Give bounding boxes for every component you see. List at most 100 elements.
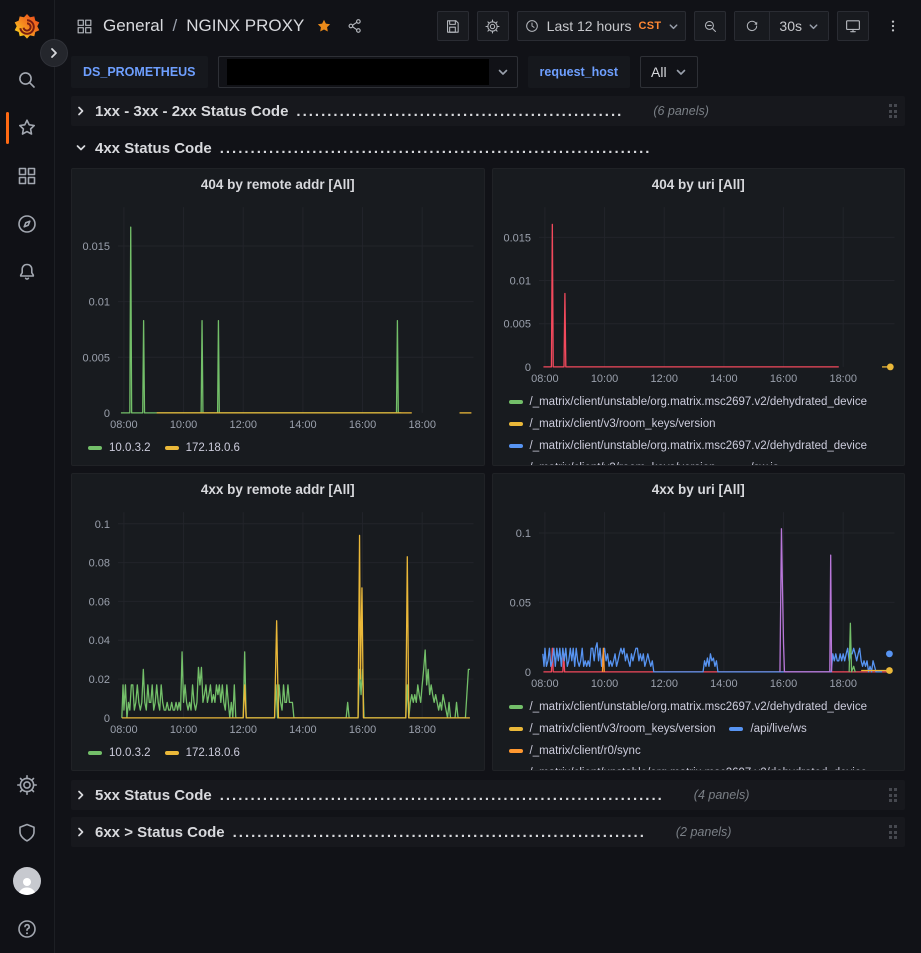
svg-text:12:00: 12:00: [230, 419, 257, 431]
row-header-6xx[interactable]: 6xx > Status Code ......................…: [71, 817, 905, 847]
gear-icon: [485, 18, 500, 34]
svg-text:12:00: 12:00: [650, 678, 677, 690]
variable-label-ds-prometheus[interactable]: DS_PROMETHEUS: [71, 56, 208, 88]
clock-icon: [525, 20, 538, 32]
chevron-down-icon: [76, 145, 86, 151]
svg-text:0: 0: [104, 713, 110, 725]
variable-label-request-host[interactable]: request_host: [527, 56, 631, 88]
dashboard-settings-button[interactable]: [476, 11, 509, 41]
gear-icon: [16, 774, 38, 796]
svg-text:18:00: 18:00: [829, 373, 856, 385]
request-host-value: All: [651, 64, 667, 80]
sidebar-item-starred[interactable]: [0, 112, 55, 144]
panel-title[interactable]: 404 by remote addr [All]: [200, 176, 355, 192]
time-range-picker[interactable]: Last 12 hours CST: [516, 11, 687, 41]
timeseries-chart[interactable]: 08:00 10:00 12:00 14:00 16:00 18:00 0 0.02 0.04 0…: [72, 504, 484, 740]
row-title: 6xx > Status Code: [95, 823, 225, 841]
chevron-down-icon: [669, 23, 678, 29]
legend-item[interactable]: /_matrix/client/unstable/org.matrix.msc2…: [509, 762, 868, 770]
row-panel-count: (6 panels): [653, 104, 709, 118]
svg-text:0.02: 0.02: [89, 674, 110, 686]
breadcrumb-dashboard-title[interactable]: NGINX PROXY: [186, 16, 305, 35]
star-icon: [19, 119, 35, 135]
svg-text:10:00: 10:00: [170, 419, 197, 431]
legend-item[interactable]: 172.18.0.6: [164, 742, 240, 764]
more-options-button[interactable]: [877, 11, 909, 41]
panel-title[interactable]: 4xx by remote addr [All]: [200, 481, 355, 497]
legend-item[interactable]: 10.0.3.2: [88, 742, 151, 764]
svg-text:10:00: 10:00: [590, 678, 617, 690]
row-leader-dots: ........................................…: [232, 823, 646, 841]
refresh-interval-dropdown[interactable]: 30s: [769, 12, 828, 40]
refresh-button[interactable]: [735, 12, 770, 40]
svg-text:0: 0: [104, 408, 110, 420]
refresh-icon: [747, 20, 758, 32]
svg-text:0.01: 0.01: [89, 297, 110, 309]
save-dashboard-button[interactable]: [436, 11, 469, 41]
top-navbar: General / NGINX PROXY Last 12 hours CST: [55, 0, 921, 52]
sidebar-item-search[interactable]: [0, 66, 55, 94]
timeseries-chart[interactable]: 08:00 10:00 12:00 14:00 16:00 18:00 0 0.005 0.01…: [493, 199, 905, 389]
svg-text:0.015: 0.015: [83, 241, 110, 253]
legend-item[interactable]: /_matrix/client/v3/room_keys/version: [508, 718, 715, 740]
panel-title[interactable]: 404 by uri [All]: [651, 176, 745, 192]
row-drag-handle[interactable]: [888, 825, 897, 839]
svg-text:14:00: 14:00: [710, 373, 737, 385]
legend-item[interactable]: /_matrix/client/r0/sync: [508, 740, 641, 762]
svg-text:0.1: 0.1: [515, 528, 530, 540]
row-title: 5xx Status Code: [95, 786, 212, 804]
sidebar-item-explore[interactable]: [0, 210, 55, 238]
row-panel-count: (4 panels): [693, 788, 750, 802]
sidebar-item-help[interactable]: [0, 915, 55, 943]
timeseries-chart[interactable]: 08:00 10:00 12:00 14:00 16:00 18:00 0 0.005 0.01…: [72, 199, 484, 435]
svg-text:10:00: 10:00: [590, 373, 617, 385]
svg-text:12:00: 12:00: [650, 373, 677, 385]
row-drag-handle[interactable]: [888, 788, 897, 802]
svg-text:0.06: 0.06: [89, 596, 110, 608]
legend-item[interactable]: 10.0.3.2: [88, 437, 151, 459]
panel-title[interactable]: 4xx by uri [All]: [651, 481, 745, 497]
sidebar-item-server-admin[interactable]: [0, 819, 55, 847]
favorite-star-icon[interactable]: [315, 17, 333, 35]
timeseries-chart[interactable]: 08:00 10:00 12:00 14:00 16:00 18:00 0 0.05 0.1: [493, 504, 905, 694]
monitor-icon: [846, 20, 860, 33]
row-header-1xx-3xx-2xx[interactable]: 1xx - 3xx - 2xx Status Code ............…: [71, 96, 905, 126]
row-drag-handle[interactable]: [888, 104, 897, 118]
request-host-value-dropdown[interactable]: All: [640, 56, 698, 88]
row-header-5xx[interactable]: 5xx Status Code ........................…: [71, 780, 905, 810]
svg-text:0.005: 0.005: [503, 319, 530, 331]
breadcrumb-section[interactable]: General: [103, 16, 164, 35]
redacted-value: [226, 59, 489, 85]
dashboards-grid-icon: [18, 167, 36, 185]
sidebar-item-configuration[interactable]: [0, 771, 55, 799]
svg-text:12:00: 12:00: [230, 724, 257, 736]
legend-item[interactable]: /_matrix/client/v3/room_keys/version: [508, 413, 715, 435]
avatar: [13, 867, 41, 895]
legend-item[interactable]: /api/live/ws: [729, 718, 807, 740]
sidebar-collapse-button[interactable]: [40, 39, 68, 67]
legend-item[interactable]: /_matrix/client/unstable/org.matrix.msc2…: [508, 391, 867, 413]
legend-item[interactable]: /_matrix/client/unstable/org.matrix.msc2…: [508, 696, 867, 718]
sidebar-item-dashboards[interactable]: [0, 162, 55, 190]
legend-item[interactable]: 172.18.0.6: [164, 437, 240, 459]
svg-text:18:00: 18:00: [408, 724, 435, 736]
zoom-out-icon: [704, 20, 716, 32]
chevron-down-icon: [498, 69, 507, 75]
legend-item[interactable]: /sw.js: [729, 457, 778, 465]
row-header-4xx[interactable]: 4xx Status Code ........................…: [71, 134, 905, 162]
sidebar-item-alerting[interactable]: [0, 258, 55, 286]
breadcrumb-separator: /: [172, 16, 178, 35]
cycle-view-mode-button[interactable]: [837, 11, 869, 41]
bell-icon: [19, 263, 35, 280]
apps-icon: [77, 19, 92, 33]
chevron-right-icon: [51, 48, 57, 58]
zoom-out-button[interactable]: [694, 11, 727, 41]
legend-item[interactable]: /_matrix/client/v3/room_keys/version: [509, 457, 716, 465]
share-icon[interactable]: [346, 17, 364, 35]
grafana-logo[interactable]: [12, 12, 42, 42]
row-title: 4xx Status Code: [95, 139, 212, 157]
sidebar-item-profile[interactable]: [0, 867, 55, 895]
legend-item[interactable]: /_matrix/client/unstable/org.matrix.msc2…: [508, 435, 867, 457]
datasource-value-dropdown[interactable]: [217, 56, 518, 88]
